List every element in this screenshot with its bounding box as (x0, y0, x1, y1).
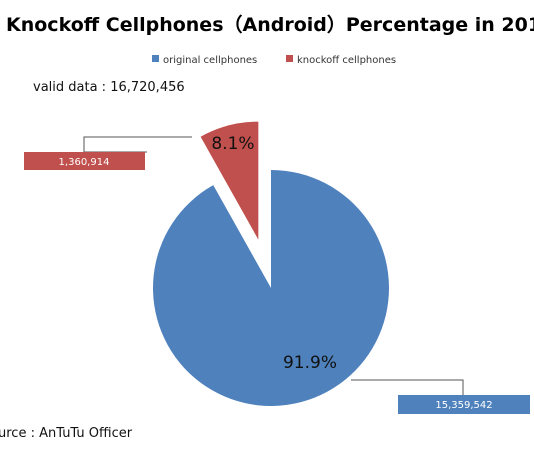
legend-swatch-knockoff (286, 55, 293, 62)
value-box-original (398, 395, 530, 414)
pie-slice-original (152, 170, 389, 406)
legend-label-original: original cellphones (163, 55, 257, 66)
percent-label-knockoff: 8.1% (211, 134, 254, 154)
value-label-original: 15,359,542 (435, 400, 492, 411)
percent-label-original: 91.9% (283, 353, 337, 373)
legend-label-knockoff: knockoff cellphones (297, 55, 396, 66)
pie-slices (152, 121, 389, 406)
valid-data-note: valid data : 16,720,456 (33, 80, 185, 95)
source-note: urce : AnTuTu Officer (0, 426, 133, 441)
chart-title: Knockoff Cellphones（Android）Percentage i… (6, 13, 534, 36)
legend-swatch-original (152, 55, 159, 62)
value-box-knockoff (24, 152, 145, 170)
leader-line-knockoff (83, 136, 192, 153)
pie-slice-knockoff (200, 121, 259, 240)
value-label-knockoff: 1,360,914 (59, 157, 110, 168)
leader-line-original (351, 379, 464, 395)
legend: original cellphones knockoff cellphones (152, 55, 396, 66)
